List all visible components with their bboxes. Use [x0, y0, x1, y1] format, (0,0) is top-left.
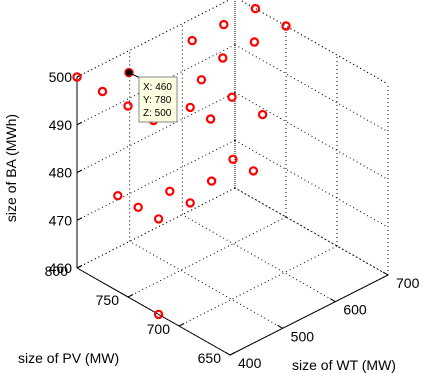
y-tick [178, 323, 185, 327]
grid-line [234, 92, 389, 180]
data-point[interactable] [185, 198, 195, 208]
grid-line [234, 187, 389, 276]
z-tick [76, 217, 83, 221]
datatip-z: Z: 500 [143, 108, 172, 119]
datatip-y: Y: 780 [143, 95, 172, 106]
z-axis-label: size of BA (MWh) [3, 114, 19, 222]
y-tick-label: 700 [147, 321, 171, 337]
x-tick [330, 298, 336, 303]
data-point[interactable] [250, 3, 261, 14]
data-point[interactable] [281, 21, 291, 31]
axis-ticks [76, 74, 389, 356]
x-tick [224, 351, 231, 356]
datatip-x: X: 460 [143, 82, 172, 93]
data-point[interactable] [228, 154, 238, 164]
data-point[interactable] [257, 109, 268, 120]
z-tick [76, 121, 83, 126]
data-point[interactable] [219, 19, 229, 30]
data-point[interactable] [206, 176, 217, 186]
datatip-box [138, 76, 178, 123]
z-tick-label: 490 [49, 117, 73, 133]
grid-line [234, 139, 389, 228]
data-point[interactable] [218, 53, 228, 63]
z-tick [76, 169, 83, 173]
grid-line [76, 187, 236, 269]
axes-box [76, 77, 389, 356]
box-edge [76, 0, 231, 78]
grid-line [234, 44, 389, 133]
y-tick [127, 294, 134, 298]
data-point[interactable] [97, 86, 108, 97]
tick-labels: 460 470 480 490 500 650 700 750 800 400 500 600 700 [45, 69, 420, 371]
data-point[interactable] [153, 309, 164, 320]
grid-lines [76, 0, 389, 356]
datatip-pointer [128, 72, 141, 79]
data-point[interactable] [187, 35, 197, 46]
y-tick-label: 650 [198, 350, 222, 366]
data-point[interactable] [227, 92, 237, 102]
grid-line [76, 139, 236, 221]
data-point[interactable] [205, 114, 216, 124]
data-point[interactable] [72, 72, 82, 82]
grid-line [129, 240, 283, 329]
z-tick-label: 500 [49, 69, 73, 85]
z-tick-label: 470 [49, 212, 73, 228]
data-point[interactable] [113, 190, 123, 201]
data-point[interactable] [165, 186, 175, 196]
data-point[interactable] [248, 166, 259, 176]
x-tick-label: 700 [396, 275, 420, 291]
data-point[interactable] [185, 102, 195, 113]
grid-line [76, 92, 236, 173]
grid-line [239, 0, 389, 85]
x-tick [382, 271, 389, 276]
x-axis-label: size of WT (MW) [292, 357, 396, 373]
data-point[interactable] [153, 214, 164, 224]
y-tick-label: 750 [96, 292, 120, 308]
data-point[interactable] [123, 101, 133, 111]
x-tick-label: 500 [291, 328, 315, 344]
data-point[interactable] [249, 37, 260, 47]
y-axis-label: size of PV (MW) [18, 350, 119, 366]
data-point[interactable] [133, 202, 143, 212]
y-tick [229, 352, 236, 356]
data-point[interactable] [196, 75, 207, 85]
x-tick [277, 324, 283, 329]
grid-line [178, 245, 338, 327]
grid-line [229, 274, 389, 356]
x-tick-label: 400 [238, 355, 262, 371]
grid-line [76, 267, 231, 356]
grid-line [182, 214, 336, 303]
x-tick-label: 600 [343, 302, 367, 318]
grid-line [76, 0, 231, 78]
y-tick-label: 800 [45, 263, 69, 279]
y-tick [76, 265, 83, 269]
grid-line [127, 216, 287, 298]
z-tick-label: 460 [49, 260, 73, 276]
z-tick-label: 480 [49, 165, 73, 181]
highlighted-point-ring[interactable] [124, 67, 134, 78]
datatip[interactable]: X: 460 Y: 780 Z: 500 [128, 72, 178, 123]
